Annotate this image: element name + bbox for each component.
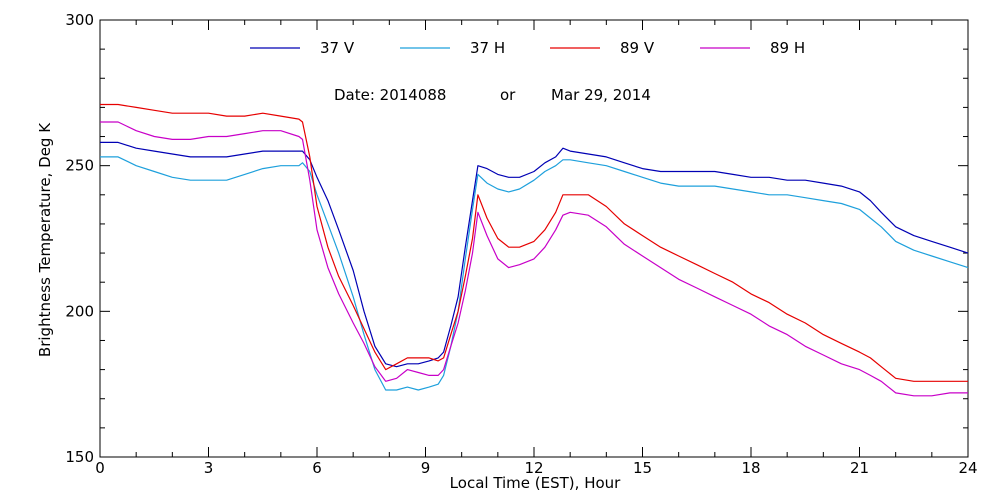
x-tick-label: 6 xyxy=(312,459,322,477)
axis-ticks xyxy=(99,19,969,458)
legend-label-3: 89 V xyxy=(620,39,655,57)
y-tick-label: 150 xyxy=(65,448,94,466)
tick-labels: 0 3 6 9 12 15 18 21 24 150 200 250 300 xyxy=(65,11,977,477)
x-axis-label: Local Time (EST), Hour xyxy=(450,474,621,492)
series-line-1 xyxy=(100,141,969,368)
x-tick-label: 0 xyxy=(95,459,105,477)
y-tick-label: 300 xyxy=(65,11,94,29)
legend: 37 V 37 H 89 V 89 H xyxy=(250,39,805,57)
x-tick-label: 21 xyxy=(850,459,869,477)
x-tick-label: 9 xyxy=(421,459,431,477)
or-label: or xyxy=(500,86,516,104)
x-tick-label: 12 xyxy=(524,459,543,477)
legend-label-2: 37 H xyxy=(470,39,505,57)
x-tick-label: 18 xyxy=(741,459,760,477)
series-line-4 xyxy=(100,121,968,397)
series-lines xyxy=(100,103,969,397)
y-axis-label: Brightness Temperature, Deg K xyxy=(36,122,54,357)
x-tick-label: 24 xyxy=(958,459,977,477)
series-line-2 xyxy=(100,156,969,391)
legend-label-4: 89 H xyxy=(770,39,805,57)
x-tick-label: 15 xyxy=(633,459,652,477)
x-tick-label: 3 xyxy=(204,459,214,477)
y-tick-label: 200 xyxy=(65,302,94,320)
series-line-3 xyxy=(100,103,968,382)
y-tick-label: 250 xyxy=(65,157,94,175)
date-label: Date: 2014088 xyxy=(334,86,446,104)
legend-label-1: 37 V xyxy=(320,39,355,57)
date-text: Mar 29, 2014 xyxy=(551,86,651,104)
